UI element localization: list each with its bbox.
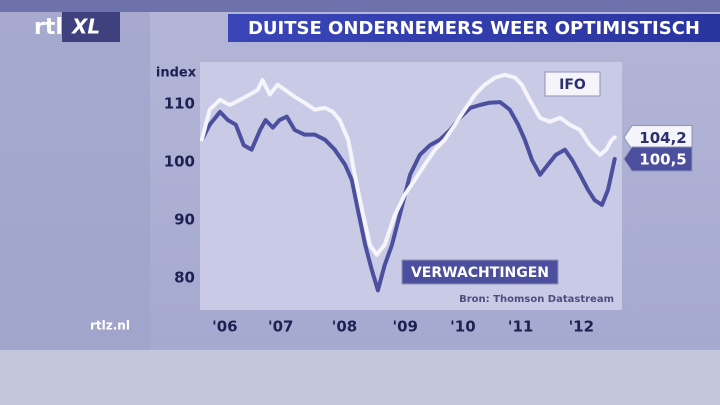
- x-tick-label: '10: [450, 318, 475, 336]
- bottom-band: [0, 350, 720, 405]
- value-label: 104,2: [639, 129, 686, 147]
- site-label: rtlz.nl: [90, 319, 130, 333]
- x-tick-label: '08: [332, 318, 357, 336]
- y-tick-label: 90: [174, 210, 195, 228]
- x-tick-label: '12: [569, 318, 594, 336]
- value-label: 100,5: [639, 150, 686, 168]
- logo-brand: rtl: [34, 15, 63, 40]
- series-label-box: [401, 259, 559, 285]
- value-label-box: [623, 146, 693, 172]
- top-strip: [0, 0, 720, 12]
- line-series: [199, 72, 617, 257]
- source-note: Bron: Thomson Datastream: [459, 294, 614, 305]
- title-bar: [228, 14, 720, 42]
- y-tick-label: 100: [164, 152, 195, 170]
- series-label-box: [544, 71, 601, 97]
- side-panel: [0, 0, 150, 350]
- x-tick-label: '07: [268, 318, 293, 336]
- logo-box: [62, 12, 120, 42]
- chart-title: DUITSE ONDERNEMERS WEER OPTIMISTISCH: [248, 18, 700, 39]
- value-label-box: [623, 125, 693, 151]
- series-label: VERWACHTINGEN: [411, 265, 549, 281]
- series-label: IFO: [559, 77, 586, 93]
- line-series: [199, 100, 617, 293]
- x-tick-label: '09: [392, 318, 417, 336]
- x-tick-label: '11: [508, 318, 533, 336]
- y-tick-label: 110: [164, 94, 195, 112]
- logo-suffix: XL: [70, 15, 100, 39]
- y-tick-label: 80: [174, 269, 195, 287]
- x-tick-label: '06: [212, 318, 237, 336]
- y-axis-label: index: [156, 66, 197, 81]
